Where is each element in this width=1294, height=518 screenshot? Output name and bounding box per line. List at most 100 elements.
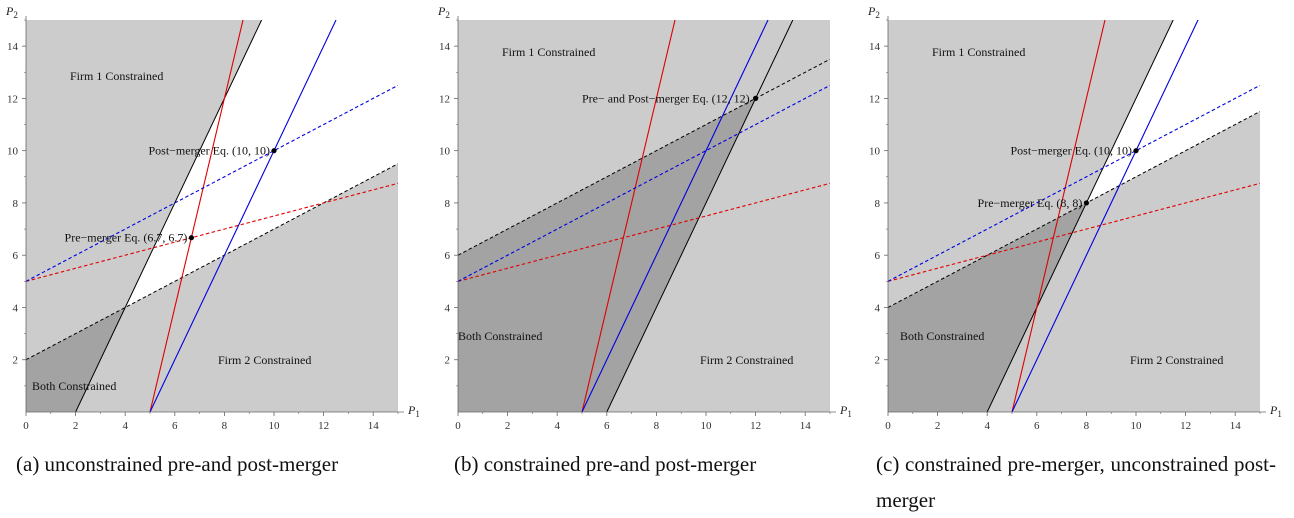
equilibrium-label-0: Post−merger Eq. (10, 10) [1010,144,1132,158]
x-tick-label: 10 [1131,420,1143,432]
y-tick-label: 10 [439,146,451,158]
series-line-0 [75,20,263,412]
series-line-3 [149,20,337,412]
y-tick-label: 14 [869,41,881,53]
y-tick-label: 4 [875,302,881,314]
y-tick-label: 14 [439,41,451,53]
x-tick-label: 2 [505,420,511,432]
y-tick-label: 8 [875,198,881,210]
region-both-constrained [458,98,756,412]
series-line-3 [581,20,769,412]
caption-b: (b) constrained pre-and post-merger [454,452,757,476]
equilibrium-label-1: Pre−merger Eq. (6.7, 6.7) [65,231,188,245]
series-line-3 [1011,20,1199,412]
series-line-2 [1011,20,1106,412]
equilibrium-label-0: Post−merger Eq. (10, 10) [148,144,270,158]
chart-panel-a: 0 2 4 6 8 10 12 14 2 4 6 8 10 12 14 P1 P2 Firm 1 Constrai… [0,0,430,518]
region-unconstrained [125,20,398,308]
plot-area [888,20,1260,412]
y-tick-label: 2 [13,355,19,367]
series-line-4 [26,182,398,282]
y-tick-label: 14 [7,41,19,53]
x-tick-label: 12 [750,420,761,432]
region-label-0: Firm 1 Constrained [502,45,595,59]
x-tick-label: 14 [800,420,812,432]
region-label-0: Firm 1 Constrained [932,45,1025,59]
plot-area [458,20,830,412]
x-tick-label: 0 [885,420,891,432]
y-tick-label: 12 [439,93,450,105]
y-tick-label: 6 [13,250,19,262]
x-tick-label: 12 [1180,420,1191,432]
x-tick-label: 8 [1084,420,1090,432]
y-tick-label: 10 [869,146,881,158]
x-tick-label: 4 [554,420,560,432]
region-both-constrained [26,307,126,412]
equilibrium-point-0 [753,95,759,101]
region-label-1: Firm 2 Constrained [700,353,793,367]
x-tick-label: 2 [73,420,79,432]
region-unconstrained [1086,20,1260,203]
x-tick-label: 8 [222,420,228,432]
x-tick-label: 2 [935,420,941,432]
y-axis-label: P2 [5,4,18,20]
region-label-2: Both Constrained [900,329,984,343]
y-tick-label: 4 [445,302,451,314]
series-line-1 [888,111,1260,308]
x-axis-label: P1 [839,403,852,419]
series-line-5 [888,84,1260,282]
series-line-2 [149,20,244,412]
series-line-0 [986,20,1174,412]
y-tick-label: 12 [7,93,18,105]
x-tick-label: 4 [984,420,990,432]
y-tick-label: 4 [13,302,19,314]
y-tick-label: 8 [13,198,19,210]
x-tick-label: 4 [122,420,128,432]
region-label-0: Firm 1 Constrained [70,69,163,83]
caption-a: (a) unconstrained pre-and post-merger [16,452,339,476]
caption-c: (c) constrained pre-merger, unconstraine… [876,452,1276,512]
chart-panel-c: 0 2 4 6 8 10 12 14 2 4 6 8 10 12 14 P1 P2 Firm 1 Constrai… [862,0,1292,518]
chart-c-svg: 0 2 4 6 8 10 12 14 2 4 6 8 10 12 14 P1 P2 Firm 1 Constrai… [867,4,1282,432]
equilibrium-point-0 [271,148,277,154]
y-axis-label: P2 [867,4,880,20]
equilibrium-label-1: Pre−merger Eq. (8, 8) [978,196,1083,210]
chart-a-svg: 0 2 4 6 8 10 12 14 2 4 6 8 10 12 14 P1 P2 Firm 1 Constrai… [5,4,420,432]
y-tick-label: 2 [445,355,451,367]
y-tick-label: 6 [445,250,451,262]
x-tick-label: 0 [23,420,29,432]
x-tick-label: 12 [318,420,329,432]
y-tick-label: 12 [869,93,880,105]
series-line-4 [458,182,830,282]
y-tick-label: 6 [875,250,881,262]
series-line-1 [26,163,398,361]
series-line-5 [458,84,830,282]
x-tick-label: 8 [654,420,660,432]
equilibrium-point-1 [188,235,195,241]
x-tick-label: 10 [269,420,281,432]
region-label-2: Both Constrained [458,329,542,343]
equilibrium-label-0: Pre− and Post−merger Eq. (12, 12) [582,91,750,105]
x-tick-label: 6 [604,420,610,432]
y-tick-label: 10 [7,146,19,158]
region-label-1: Firm 2 Constrained [218,353,311,367]
region-label-2: Both Constrained [32,379,116,393]
y-tick-label: 2 [875,355,881,367]
region-label-1: Firm 2 Constrained [1130,353,1223,367]
x-tick-label: 14 [368,420,380,432]
equilibrium-point-1 [1083,200,1089,206]
series-line-0 [606,20,794,412]
x-tick-label: 0 [455,420,461,432]
x-tick-label: 6 [1034,420,1040,432]
equilibrium-point-0 [1133,148,1139,154]
chart-b-svg: 0 2 4 6 8 10 12 14 2 4 6 8 10 12 14 P1 P2 Firm 1 Constrai… [437,4,852,432]
x-axis-label: P1 [407,403,420,419]
series-line-2 [581,20,676,412]
y-tick-label: 8 [445,198,451,210]
y-axis-label: P2 [437,4,450,20]
x-tick-label: 6 [172,420,178,432]
chart-panel-b: 0 2 4 6 8 10 12 14 2 4 6 8 10 12 14 P1 P2 Firm 1 Constrai… [432,0,862,518]
region-both-constrained [888,202,1087,412]
series-line-5 [26,84,398,282]
series-line-4 [888,182,1260,282]
